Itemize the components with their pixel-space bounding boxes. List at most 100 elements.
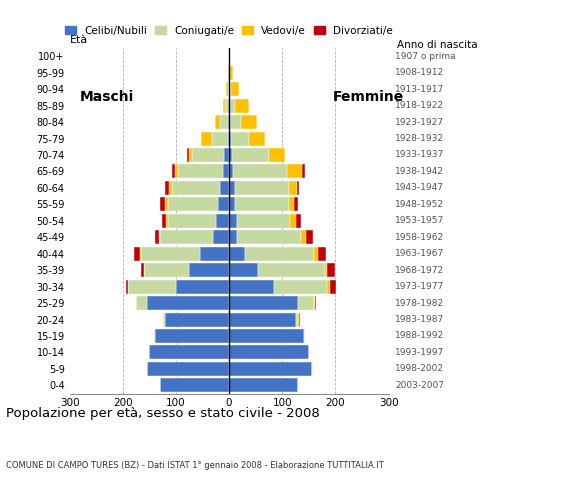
Bar: [229, 296, 298, 310]
Bar: [229, 230, 237, 244]
Bar: [229, 346, 309, 360]
Bar: [229, 66, 230, 80]
Bar: [229, 280, 274, 294]
Bar: [226, 98, 228, 113]
Bar: [229, 378, 298, 392]
Bar: [155, 230, 159, 244]
Bar: [325, 263, 328, 277]
Bar: [232, 148, 269, 162]
Bar: [328, 280, 330, 294]
Bar: [172, 165, 175, 179]
Bar: [220, 115, 228, 129]
Bar: [229, 148, 232, 162]
Bar: [213, 230, 229, 244]
Bar: [227, 132, 229, 145]
Bar: [227, 82, 229, 96]
Bar: [147, 362, 229, 376]
Bar: [318, 247, 327, 261]
Bar: [168, 197, 219, 211]
Bar: [229, 49, 230, 63]
Bar: [175, 165, 177, 179]
Bar: [165, 312, 229, 326]
Text: 1968-1972: 1968-1972: [395, 265, 444, 275]
Bar: [128, 280, 176, 294]
Bar: [269, 148, 285, 162]
Bar: [229, 165, 233, 179]
Bar: [177, 165, 223, 179]
Text: 1918-1922: 1918-1922: [395, 101, 444, 110]
Bar: [168, 214, 216, 228]
Bar: [192, 148, 224, 162]
Bar: [303, 329, 305, 343]
Bar: [237, 214, 290, 228]
Bar: [216, 214, 229, 228]
Text: 1933-1937: 1933-1937: [395, 150, 444, 159]
Bar: [165, 197, 168, 211]
Text: Età: Età: [70, 35, 88, 45]
Bar: [229, 82, 230, 96]
Text: 1973-1977: 1973-1977: [395, 282, 444, 291]
Bar: [229, 263, 258, 277]
Bar: [228, 66, 229, 80]
Bar: [298, 296, 314, 310]
Bar: [229, 312, 296, 326]
Bar: [229, 98, 230, 113]
Text: 1963-1967: 1963-1967: [395, 249, 444, 258]
Bar: [154, 329, 155, 343]
Bar: [229, 247, 245, 261]
Bar: [160, 378, 229, 392]
Bar: [237, 230, 301, 244]
Bar: [201, 132, 212, 145]
Bar: [296, 181, 299, 195]
Bar: [176, 280, 229, 294]
Bar: [330, 280, 336, 294]
Bar: [159, 230, 160, 244]
Bar: [235, 181, 289, 195]
Bar: [169, 181, 172, 195]
Bar: [126, 280, 128, 294]
Bar: [147, 296, 229, 310]
Bar: [298, 312, 299, 326]
Bar: [235, 98, 249, 113]
Bar: [289, 197, 294, 211]
Bar: [229, 181, 235, 195]
Text: 1908-1912: 1908-1912: [395, 68, 444, 77]
Bar: [229, 362, 311, 376]
Bar: [290, 214, 296, 228]
Bar: [230, 98, 235, 113]
Bar: [200, 247, 229, 261]
Bar: [230, 115, 241, 129]
Bar: [287, 165, 303, 179]
Text: 1988-1992: 1988-1992: [395, 332, 444, 340]
Bar: [303, 165, 305, 179]
Bar: [224, 148, 229, 162]
Bar: [223, 165, 229, 179]
Bar: [241, 115, 257, 129]
Text: 1983-1987: 1983-1987: [395, 315, 444, 324]
Bar: [226, 82, 227, 96]
Bar: [165, 181, 169, 195]
Text: Femmine: Femmine: [333, 90, 404, 104]
Bar: [166, 214, 168, 228]
Text: 1913-1917: 1913-1917: [395, 84, 444, 94]
Text: 1923-1927: 1923-1927: [395, 118, 444, 127]
Bar: [235, 197, 289, 211]
Text: 1978-1982: 1978-1982: [395, 299, 444, 308]
Bar: [296, 312, 298, 326]
Bar: [314, 296, 316, 310]
Text: 1928-1932: 1928-1932: [395, 134, 444, 143]
Text: 1958-1962: 1958-1962: [395, 233, 444, 242]
Text: 1938-1942: 1938-1942: [395, 167, 444, 176]
Bar: [223, 98, 226, 113]
Bar: [231, 132, 249, 145]
Bar: [149, 346, 229, 360]
Text: 1907 o prima: 1907 o prima: [395, 52, 456, 61]
Bar: [289, 181, 296, 195]
Bar: [160, 197, 165, 211]
Bar: [230, 66, 233, 80]
Bar: [245, 247, 314, 261]
Bar: [314, 247, 318, 261]
Bar: [230, 82, 231, 96]
Bar: [228, 115, 229, 129]
Bar: [229, 214, 237, 228]
